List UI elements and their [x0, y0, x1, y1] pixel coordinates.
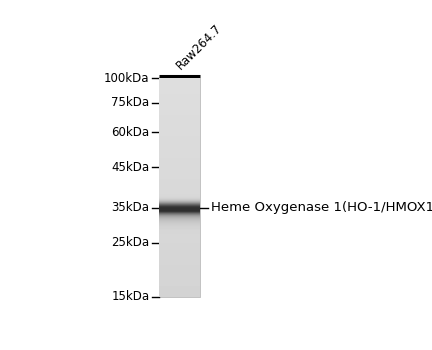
Text: 15kDa: 15kDa [111, 290, 149, 303]
Text: 45kDa: 45kDa [111, 161, 149, 174]
Text: Raw264.7: Raw264.7 [174, 21, 224, 72]
Text: 35kDa: 35kDa [111, 201, 149, 214]
Text: 60kDa: 60kDa [111, 126, 149, 139]
Text: 25kDa: 25kDa [111, 236, 149, 249]
Text: 75kDa: 75kDa [111, 96, 149, 109]
Text: Heme Oxygenase 1(HO-1/HMOX1): Heme Oxygenase 1(HO-1/HMOX1) [211, 201, 432, 214]
Text: 100kDa: 100kDa [104, 72, 149, 85]
